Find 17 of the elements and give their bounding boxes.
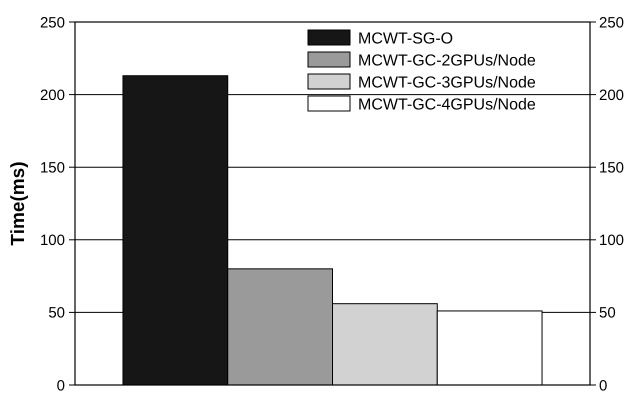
y-tick-label: 50 (48, 304, 65, 322)
y-tick-label: 0 (56, 377, 65, 394)
y2-tick-label: 50 (599, 304, 616, 322)
y2-tick-label: 200 (599, 86, 624, 104)
y2-tick-label: 100 (599, 232, 624, 250)
y2-tick-label: 250 (599, 14, 624, 32)
y-tick-label: 100 (40, 232, 65, 250)
y-tick-label: 200 (40, 86, 65, 104)
y-axis-title: Time(ms) (8, 161, 29, 246)
y-tick-label: 250 (40, 14, 65, 32)
legend-label: MCWT-GC-4GPUs/Node (358, 96, 536, 114)
y2-tick-label: 0 (599, 377, 608, 394)
legend-label: MCWT-GC-2GPUs/Node (358, 52, 536, 70)
y-tick-label: 150 (40, 159, 65, 176)
legend-label: MCWT-SG-O (358, 30, 454, 48)
legend-label: MCWT-GC-3GPUs/Node (358, 74, 536, 92)
y2-tick-label: 150 (599, 159, 624, 176)
